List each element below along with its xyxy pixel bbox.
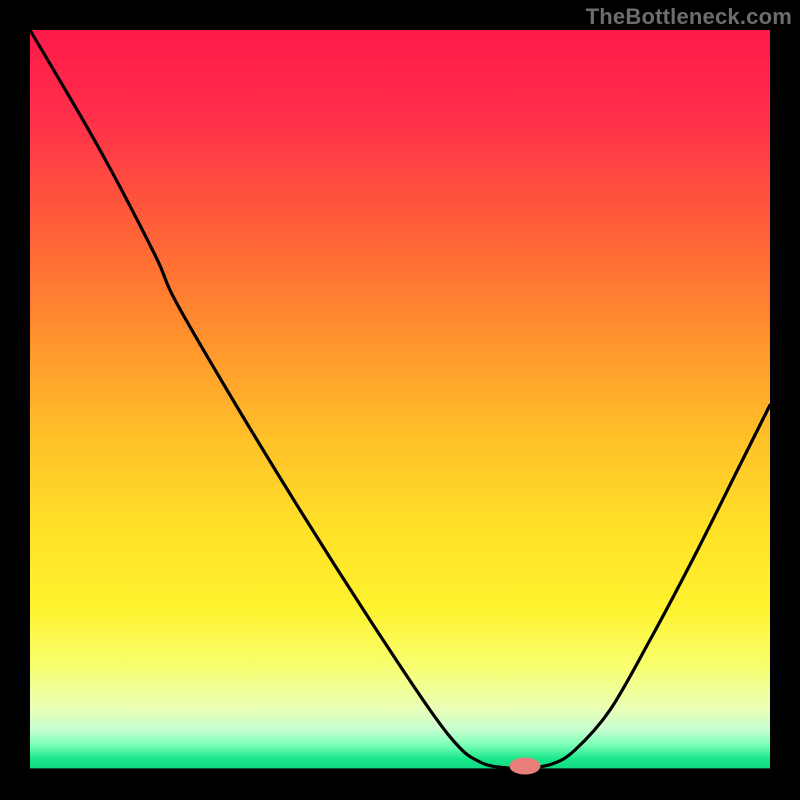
plot-background: [30, 30, 770, 770]
chart-container: TheBottleneck.com: [0, 0, 800, 800]
optimum-marker: [510, 758, 540, 774]
bottleneck-chart-svg: [0, 0, 800, 800]
watermark-text: TheBottleneck.com: [586, 4, 792, 30]
